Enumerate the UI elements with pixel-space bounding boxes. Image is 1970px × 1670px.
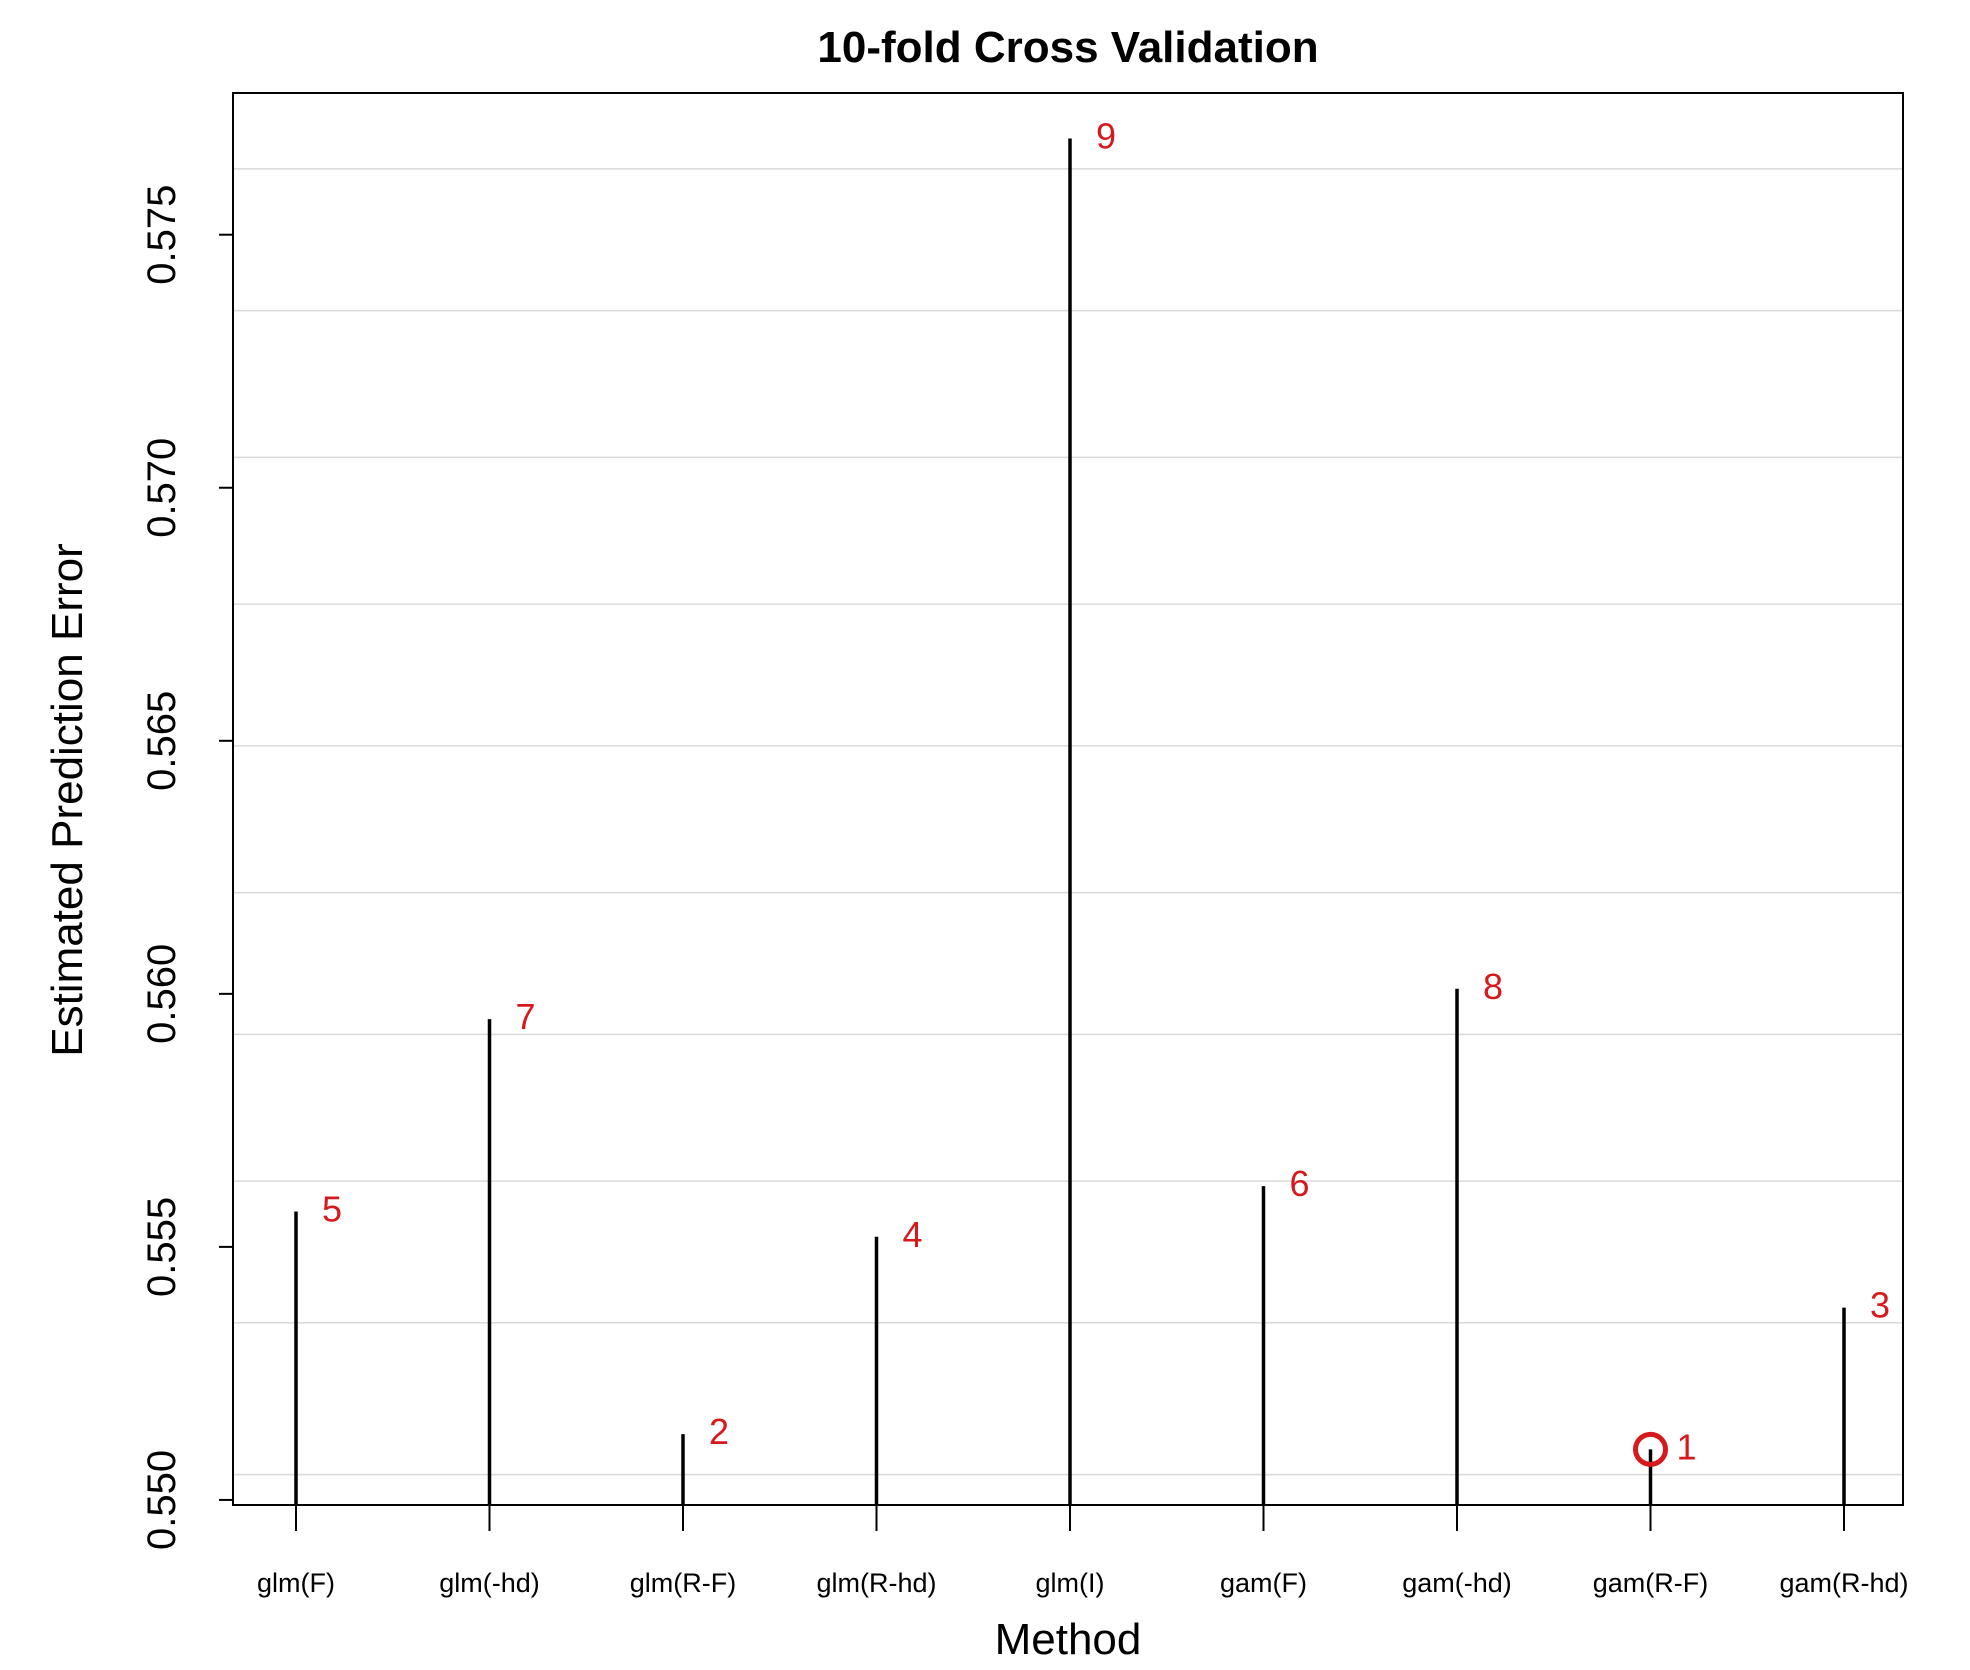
rank-label-0: 5 (322, 1188, 342, 1229)
rank-label-3: 4 (903, 1214, 923, 1255)
rank-labels-group: 5 7 2 4 9 6 8 1 3 (322, 116, 1890, 1468)
y-tick-label-4: 0.570 (140, 438, 184, 538)
bars-group (294, 138, 1846, 1505)
x-tick-label-8: gam(R-hd) (1779, 1568, 1908, 1598)
rank-label-1: 7 (516, 996, 536, 1037)
y-tick-label-0: 0.550 (140, 1450, 184, 1550)
rank-label-7: 1 (1677, 1426, 1697, 1467)
rank-label-6: 8 (1483, 966, 1503, 1007)
y-axis: 0.550 0.555 0.560 0.565 0.570 0.575 (140, 185, 233, 1550)
highlight-marker (1633, 1431, 1668, 1467)
x-tick-label-3: glm(R-hd) (816, 1568, 936, 1598)
chart-title: 10-fold Cross Validation (817, 23, 1318, 72)
rank-label-2: 2 (709, 1411, 729, 1452)
y-tick-label-3: 0.565 (140, 691, 184, 791)
rank-label-5: 6 (1290, 1163, 1310, 1204)
x-tick-label-5: gam(F) (1220, 1568, 1307, 1598)
x-tick-label-2: glm(R-F) (630, 1568, 736, 1598)
rank-label-8: 3 (1870, 1285, 1890, 1326)
rank-label-4: 9 (1096, 116, 1116, 157)
x-tick-label-4: glm(I) (1036, 1568, 1105, 1598)
x-tick-label-6: gam(-hd) (1402, 1568, 1512, 1598)
y-tick-label-5: 0.575 (140, 185, 184, 285)
y-axis-label: Estimated Prediction Error (43, 543, 92, 1057)
x-axis: glm(F) glm(-hd) glm(R-F) glm(R-hd) glm(I) gam… (257, 1505, 1909, 1598)
y-tick-label-1: 0.555 (140, 1197, 184, 1297)
gridlines (233, 168, 1903, 1476)
x-tick-label-1: glm(-hd) (439, 1568, 540, 1598)
plot-frame (232, 92, 1904, 1506)
x-tick-label-7: gam(R-F) (1593, 1568, 1709, 1598)
x-axis-label: Method (995, 1615, 1142, 1664)
y-tick-label-2: 0.560 (140, 944, 184, 1044)
x-tick-label-0: glm(F) (257, 1568, 335, 1598)
